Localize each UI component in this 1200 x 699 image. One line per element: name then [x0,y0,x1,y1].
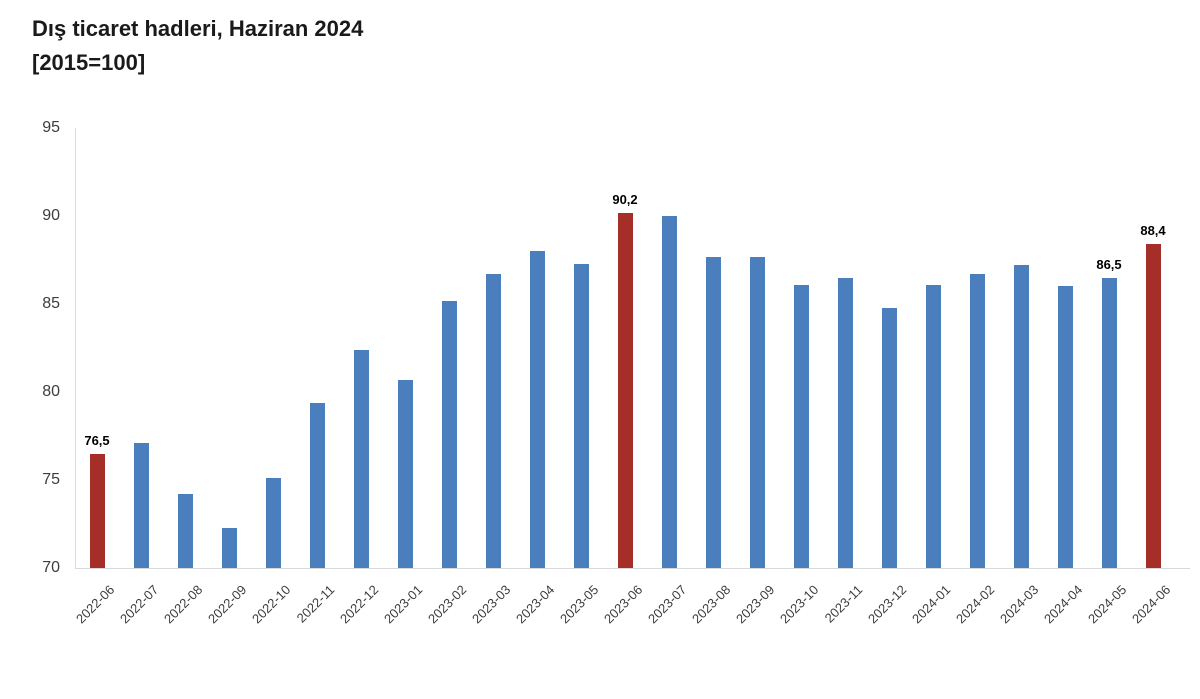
bar-2022-06 [89,453,105,568]
y-tick-label-85: 85 [42,295,60,312]
y-tick-label-80: 80 [42,383,60,400]
bar-2023-11 [837,277,853,568]
y-tick-label-70: 70 [42,559,60,576]
bar-2023-10 [793,284,809,568]
x-tick-label-2024-01: 2024-01 [909,582,954,627]
bar-2024-03 [1013,265,1029,568]
y-tick-label-95: 95 [42,119,60,136]
bar-2022-12 [353,349,369,568]
bar-2022-11 [309,402,325,568]
x-tick-label-2022-10: 2022-10 [249,582,294,627]
x-tick-label-2024-05: 2024-05 [1085,582,1130,627]
bar-2023-05 [573,263,589,568]
bar-2024-06 [1145,244,1161,568]
bar-2022-09 [221,527,237,568]
x-tick-label-2024-04: 2024-04 [1041,582,1086,627]
bar-2023-09 [749,256,765,568]
bar-2022-10 [265,478,281,568]
x-tick-label-2023-09: 2023-09 [733,582,778,627]
x-tick-label-2023-12: 2023-12 [865,582,910,627]
x-tick-label-2023-11: 2023-11 [821,582,866,626]
bar-2024-02 [969,274,985,568]
x-tick-label-2022-09: 2022-09 [205,582,250,627]
bar-2022-08 [177,494,193,568]
data-label-2024-05: 86,5 [1096,256,1122,272]
x-tick-label-2022-07: 2022-07 [117,582,162,627]
x-tick-label-2023-02: 2023-02 [425,582,470,627]
x-tick-label-2024-06: 2024-06 [1129,582,1174,627]
bar-2023-02 [441,300,457,568]
bar-2023-12 [881,307,897,568]
data-label-2024-06: 88,4 [1140,223,1166,239]
bar-2024-05 [1101,277,1117,568]
x-tick-label-2023-06: 2023-06 [601,582,646,627]
plot-area: 76,5 90,2 86,5 88,4 [75,128,1190,568]
bar-2024-04 [1057,286,1073,568]
bar-2023-07 [661,216,677,568]
x-tick-label-2024-03: 2024-03 [997,582,1042,627]
x-tick-label-2022-08: 2022-08 [161,582,206,627]
x-tick-label-2023-08: 2023-08 [689,582,734,627]
bar-2022-07 [133,443,149,568]
chart-title-line2: [2015=100] [32,50,146,75]
y-tick-label-90: 90 [42,207,60,224]
x-tick-label-2023-05: 2023-05 [557,582,602,627]
bar-2023-01 [397,379,413,568]
data-label-2022-06: 76,5 [84,432,110,448]
bar-2024-01 [925,284,941,568]
x-tick-label-2022-11: 2022-11 [293,582,338,626]
x-tick-label-2022-12: 2022-12 [337,582,382,627]
bar-2023-06 [617,212,633,568]
x-tick-label-2024-02: 2024-02 [953,582,998,627]
x-tick-label-2023-10: 2023-10 [777,582,822,627]
y-axis-line [75,128,76,568]
chart-title-line1: Dış ticaret hadleri, Haziran 2024 [32,16,364,41]
chart-title: Dış ticaret hadleri, Haziran 2024 [2015=… [32,12,363,80]
x-tick-label-2023-07: 2023-07 [645,582,690,627]
x-tick-label-2022-06: 2022-06 [73,582,118,627]
bar-2023-04 [529,251,545,568]
bar-2023-03 [485,274,501,568]
data-label-2023-06: 90,2 [612,191,638,207]
x-tick-label-2023-01: 2023-01 [381,582,426,627]
x-axis-line [75,568,1190,569]
x-axis-labels: 2022-06 2022-07 2022-08 2022-09 2022-10 2022-… [73,582,1190,682]
x-tick-label-2023-03: 2023-03 [469,582,514,627]
x-tick-label-2023-04: 2023-04 [513,582,558,627]
y-tick-label-75: 75 [42,471,60,488]
bar-2023-08 [705,256,721,568]
